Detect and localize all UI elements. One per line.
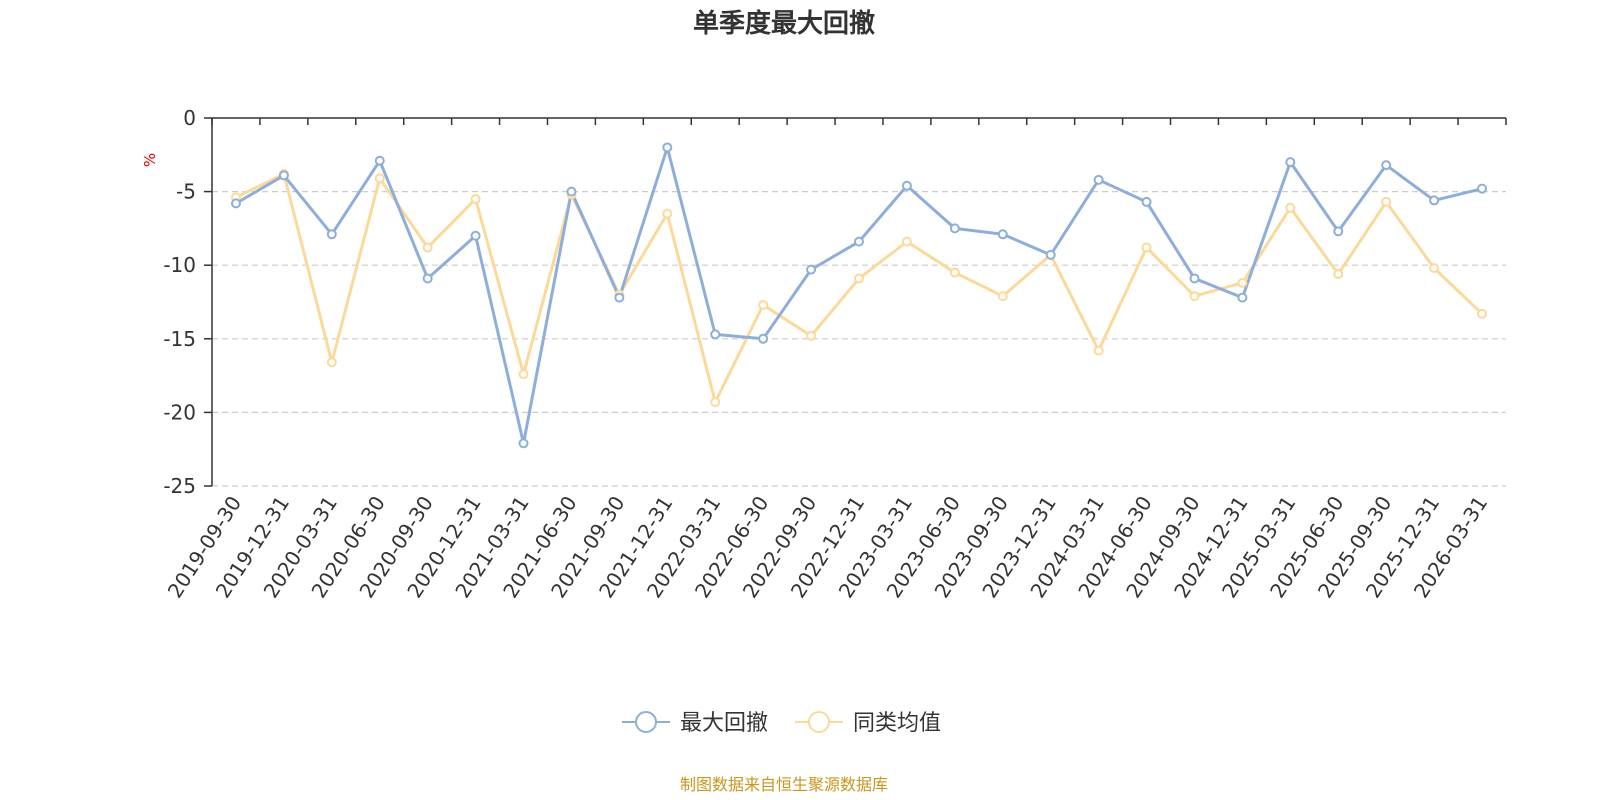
data-point[interactable] — [374, 155, 385, 166]
data-point[interactable] — [901, 236, 912, 247]
legend-label-1[interactable]: 同类均值 — [853, 711, 941, 736]
data-point[interactable] — [710, 329, 721, 340]
source-note: 制图数据来自恒生聚源数据库 — [680, 775, 888, 794]
data-point[interactable] — [758, 333, 769, 344]
data-point[interactable] — [1333, 226, 1344, 237]
data-point[interactable] — [1189, 291, 1200, 302]
data-point[interactable] — [662, 208, 673, 219]
data-point[interactable] — [1093, 174, 1104, 185]
legend: 最大回撤 同类均值 — [622, 711, 941, 736]
chart-title: 单季度最大回撤 — [693, 8, 875, 39]
data-point[interactable] — [1285, 202, 1296, 213]
data-point[interactable] — [1045, 249, 1056, 260]
data-point[interactable] — [949, 267, 960, 278]
data-point[interactable] — [1381, 196, 1392, 207]
data-point[interactable] — [1141, 242, 1152, 253]
data-point[interactable] — [518, 438, 529, 449]
data-point[interactable] — [662, 142, 673, 153]
x-axis-ticks: 2019-09-302019-12-312020-03-312020-06-30… — [163, 492, 1493, 603]
data-point[interactable] — [1429, 195, 1440, 206]
data-point[interactable] — [326, 229, 337, 240]
y-axis-ticks: 0 -5 -10 -15 -20 -25 — [163, 106, 196, 498]
data-point[interactable] — [1285, 157, 1296, 168]
data-point[interactable] — [1237, 292, 1248, 303]
data-point[interactable] — [901, 180, 912, 191]
y-tick-label: 0 — [183, 106, 196, 130]
data-point[interactable] — [326, 357, 337, 368]
grid-lines — [212, 191, 1506, 487]
data-point[interactable] — [470, 230, 481, 241]
data-point[interactable] — [230, 198, 241, 209]
data-point[interactable] — [1189, 273, 1200, 284]
data-point[interactable] — [997, 291, 1008, 302]
data-point[interactable] — [949, 223, 960, 234]
legend-marker-0 — [635, 711, 657, 733]
y-tick-label: -25 — [163, 474, 196, 498]
y-tick-label: -20 — [163, 400, 196, 424]
axes — [204, 117, 1507, 487]
y-tick-label: -15 — [163, 327, 196, 351]
data-point[interactable] — [422, 273, 433, 284]
data-point[interactable] — [1333, 269, 1344, 280]
data-point[interactable] — [374, 173, 385, 184]
data-point[interactable] — [470, 193, 481, 204]
data-point[interactable] — [758, 299, 769, 310]
data-point[interactable] — [1429, 263, 1440, 274]
data-point[interactable] — [1141, 196, 1152, 207]
legend-label-0[interactable]: 最大回撤 — [680, 711, 768, 736]
data-point[interactable] — [1381, 160, 1392, 171]
data-point[interactable] — [566, 186, 577, 197]
y-axis-unit: % — [141, 153, 159, 167]
y-tick-label: -10 — [163, 253, 196, 277]
data-point[interactable] — [997, 229, 1008, 240]
data-point[interactable] — [614, 292, 625, 303]
data-point[interactable] — [1477, 308, 1488, 319]
data-point[interactable] — [278, 170, 289, 181]
data-point[interactable] — [422, 242, 433, 253]
data-point[interactable] — [1093, 345, 1104, 356]
y-tick-label: -5 — [176, 180, 196, 204]
data-point[interactable] — [1237, 277, 1248, 288]
data-point[interactable] — [806, 330, 817, 341]
data-point[interactable] — [806, 264, 817, 275]
data-point[interactable] — [710, 397, 721, 408]
data-point[interactable] — [1477, 183, 1488, 194]
data-point[interactable] — [854, 273, 864, 284]
series-layer — [230, 142, 1488, 449]
legend-marker-1 — [808, 711, 830, 733]
data-point[interactable] — [518, 369, 529, 380]
data-point[interactable] — [854, 236, 864, 247]
